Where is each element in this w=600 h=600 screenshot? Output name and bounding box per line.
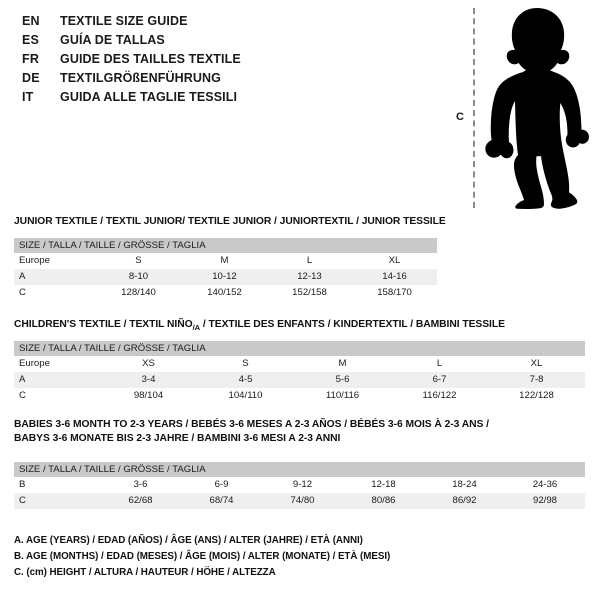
- table-cell: M: [182, 253, 267, 269]
- table-header-bar: SIZE / TALLA / TAILLE / GRÖSSE / TAGLIA: [14, 238, 438, 253]
- table-cell: 92/98: [505, 493, 585, 509]
- language-header-block: EN TEXTILE SIZE GUIDE ES GUÍA DE TALLAS …: [22, 14, 422, 109]
- language-code: IT: [22, 90, 34, 104]
- language-title: TEXTILE SIZE GUIDE: [60, 14, 188, 28]
- section-title-children: CHILDREN'S TEXTILE / TEXTIL NIÑO/A / TEX…: [14, 319, 505, 332]
- height-illustration: C: [440, 6, 595, 211]
- table-cell: 10-12: [182, 269, 267, 285]
- legend-line-b: B. AGE (MONTHS) / EDAD (MESES) / ÂGE (MO…: [14, 551, 391, 562]
- height-measure-dashed-line: [473, 8, 475, 208]
- table-cell: 110/116: [294, 388, 391, 404]
- table-row: C 128/140 140/152 152/158 158/170: [14, 285, 438, 301]
- table-cell: L: [391, 356, 488, 372]
- table-cell: 5-6: [294, 372, 391, 388]
- table-cell: 12-18: [343, 477, 424, 493]
- toddler-silhouette-icon: [485, 8, 589, 209]
- table-cell: 24-36: [505, 477, 585, 493]
- table-cell: S: [95, 253, 182, 269]
- row-label: Europe: [14, 356, 100, 372]
- table-cell: 80/86: [343, 493, 424, 509]
- table-row: Europe XS S M L XL: [14, 356, 585, 372]
- junior-size-table: SIZE / TALLA / TAILLE / GRÖSSE / TAGLIA …: [14, 238, 438, 301]
- language-row: DE TEXTILGRÖßENFÜHRUNG: [22, 71, 422, 90]
- table-cell: 8-10: [95, 269, 182, 285]
- height-measure-label: C: [456, 111, 464, 123]
- table-cell: XS: [100, 356, 197, 372]
- table-header-bar-label: SIZE / TALLA / TAILLE / GRÖSSE / TAGLIA: [14, 238, 438, 253]
- table-cell: 152/158: [267, 285, 352, 301]
- table-cell: L: [267, 253, 352, 269]
- language-row: IT GUIDA ALLE TAGLIE TESSILI: [22, 90, 422, 109]
- table-cell: 9-12: [262, 477, 343, 493]
- table-cell: 68/74: [181, 493, 262, 509]
- table-cell: 3-6: [100, 477, 181, 493]
- table-row: A 3-4 4-5 5-6 6-7 7-8: [14, 372, 585, 388]
- legend-line-c: C. (cm) HEIGHT / ALTURA / HAUTEUR / HÖHE…: [14, 567, 276, 578]
- row-label: A: [14, 372, 100, 388]
- table-cell: 140/152: [182, 285, 267, 301]
- table-cell: 7-8: [488, 372, 585, 388]
- table-row: A 8-10 10-12 12-13 14-16: [14, 269, 438, 285]
- table-row: Europe S M L XL: [14, 253, 438, 269]
- row-label: B: [14, 477, 100, 493]
- row-label: Europe: [14, 253, 95, 269]
- table-row: C 98/104 104/110 110/116 116/122 122/128: [14, 388, 585, 404]
- table-cell: 62/68: [100, 493, 181, 509]
- language-title: GUIDE DES TAILLES TEXTILE: [60, 52, 241, 66]
- table-cell: 4-5: [197, 372, 294, 388]
- table-cell: 122/128: [488, 388, 585, 404]
- table-cell: 86/92: [424, 493, 505, 509]
- table-row: C 62/68 68/74 74/80 80/86 86/92 92/98: [14, 493, 585, 509]
- table-header-bar: SIZE / TALLA / TAILLE / GRÖSSE / TAGLIA: [14, 341, 585, 356]
- language-code: FR: [22, 52, 40, 66]
- table-cell: 158/170: [352, 285, 438, 301]
- row-label: C: [14, 388, 100, 404]
- table-cell: XL: [352, 253, 438, 269]
- section-title-children-part1: CHILDREN'S TEXTILE / TEXTIL NIÑO: [14, 319, 193, 330]
- table-cell: 12-13: [267, 269, 352, 285]
- language-title: GUÍA DE TALLAS: [60, 33, 165, 47]
- language-code: EN: [22, 14, 40, 28]
- language-row: EN TEXTILE SIZE GUIDE: [22, 14, 422, 33]
- table-cell: 6-7: [391, 372, 488, 388]
- section-title-babies-line2: BABYS 3-6 MONATE BIS 2-3 JAHRE / BAMBINI…: [14, 433, 341, 444]
- table-cell: 128/140: [95, 285, 182, 301]
- language-code: DE: [22, 71, 40, 85]
- table-cell: 3-4: [100, 372, 197, 388]
- language-code: ES: [22, 33, 40, 47]
- table-cell: 74/80: [262, 493, 343, 509]
- table-cell: 18-24: [424, 477, 505, 493]
- babies-size-table: SIZE / TALLA / TAILLE / GRÖSSE / TAGLIA …: [14, 462, 585, 509]
- table-header-bar: SIZE / TALLA / TAILLE / GRÖSSE / TAGLIA: [14, 462, 585, 477]
- row-label: A: [14, 269, 95, 285]
- table-row: B 3-6 6-9 9-12 12-18 18-24 24-36: [14, 477, 585, 493]
- section-title-children-subscript: /A: [192, 323, 201, 333]
- table-header-bar-label: SIZE / TALLA / TAILLE / GRÖSSE / TAGLIA: [14, 341, 585, 356]
- table-cell: 6-9: [181, 477, 262, 493]
- legend-line-a: A. AGE (YEARS) / EDAD (AÑOS) / ÂGE (ANS)…: [14, 535, 363, 546]
- section-title-children-part2: / TEXTILE DES ENFANTS / KINDERTEXTIL / B…: [200, 319, 505, 330]
- language-row: ES GUÍA DE TALLAS: [22, 33, 422, 52]
- children-size-table: SIZE / TALLA / TAILLE / GRÖSSE / TAGLIA …: [14, 341, 585, 404]
- table-cell: 98/104: [100, 388, 197, 404]
- row-label: C: [14, 285, 95, 301]
- language-row: FR GUIDE DES TAILLES TEXTILE: [22, 52, 422, 71]
- table-header-bar-label: SIZE / TALLA / TAILLE / GRÖSSE / TAGLIA: [14, 462, 585, 477]
- table-cell: S: [197, 356, 294, 372]
- table-cell: 104/110: [197, 388, 294, 404]
- row-label: C: [14, 493, 100, 509]
- language-title: GUIDA ALLE TAGLIE TESSILI: [60, 90, 238, 104]
- table-cell: 116/122: [391, 388, 488, 404]
- section-title-junior: JUNIOR TEXTILE / TEXTIL JUNIOR/ TEXTILE …: [14, 216, 446, 227]
- table-cell: 14-16: [352, 269, 438, 285]
- language-title: TEXTILGRÖßENFÜHRUNG: [60, 71, 221, 85]
- section-title-babies-line1: BABIES 3-6 MONTH TO 2-3 YEARS / BEBÉS 3-…: [14, 419, 489, 430]
- section-title-babies: BABIES 3-6 MONTH TO 2-3 YEARS / BEBÉS 3-…: [14, 419, 489, 444]
- table-cell: M: [294, 356, 391, 372]
- table-cell: XL: [488, 356, 585, 372]
